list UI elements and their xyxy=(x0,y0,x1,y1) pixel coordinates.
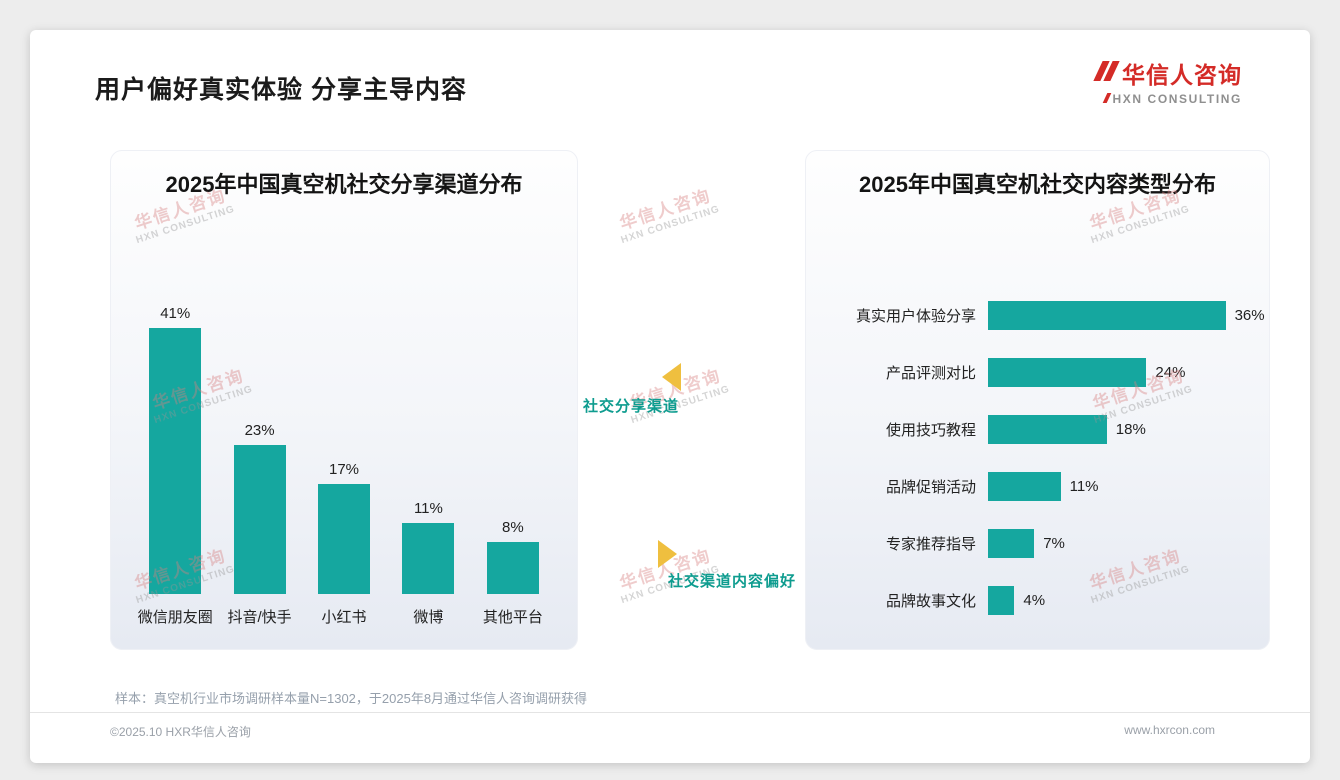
bar-group: 11% xyxy=(386,499,470,594)
bar xyxy=(318,483,371,594)
arrow-right-icon xyxy=(658,540,677,568)
bar-group: 17% xyxy=(302,460,386,594)
middle-label-channels: 社交分享渠道 xyxy=(583,398,680,415)
bar-category-label: 微博 xyxy=(413,609,444,626)
hbar-row: 品牌故事文化 4% xyxy=(806,572,1269,629)
sample-footnote: 样本：真空机行业市场调研样本量N=1302，于2025年8月通过华信人咨询调研获… xyxy=(115,691,588,706)
hbar-category-label: 使用技巧教程 xyxy=(885,422,976,439)
slide-card: 用户偏好真实体验 分享主导内容 华信人咨询 HXN CONSULTING 华信人… xyxy=(30,30,1310,763)
hbar-category-label: 专家推荐指导 xyxy=(885,536,976,553)
bar-value-label: 11% xyxy=(413,499,443,517)
right-chart-title: 2025年中国真空机社交内容类型分布 xyxy=(859,172,1216,197)
hbar xyxy=(988,358,1147,387)
hbar-value-label: 18% xyxy=(1115,421,1146,438)
vchart-bars: 41% 23% 17% 11% 8% xyxy=(133,304,555,594)
bar xyxy=(486,542,539,594)
arrow-left-icon xyxy=(662,363,681,391)
bar-category-label: 微信朋友圈 xyxy=(137,609,213,626)
hbar-category-label: 真实用户体验分享 xyxy=(855,308,976,325)
left-chart-panel: 2025年中国真空机社交分享渠道分布 41% 23% 17% 11% 8% 微信朋友圈抖… xyxy=(110,150,578,650)
bar-group: 41% xyxy=(133,304,217,594)
logo-mark-small-icon xyxy=(1103,93,1112,103)
footer-copyright: ©2025.10 HXR华信人咨询 xyxy=(110,725,251,739)
hbar xyxy=(988,301,1226,330)
footer-divider xyxy=(30,712,1310,713)
hbar-row: 真实用户体验分享 36% xyxy=(806,287,1269,344)
hbar-row: 产品评测对比 24% xyxy=(806,344,1269,401)
logo-name-cn: 华信人咨询 xyxy=(1122,62,1242,88)
logo-top: 华信人咨询 xyxy=(1093,56,1242,90)
page-title: 用户偏好真实体验 分享主导内容 xyxy=(95,76,467,104)
hbar-row: 使用技巧教程 18% xyxy=(806,401,1269,458)
bar-category-label: 抖音/快手 xyxy=(227,609,292,626)
bar-value-label: 41% xyxy=(160,304,191,322)
logo-name-en: HXN CONSULTING xyxy=(1098,92,1242,106)
bar-value-label: 8% xyxy=(501,519,524,536)
hchart-rows: 真实用户体验分享 36% 产品评测对比 24% 使用技巧教程 18% 品牌促销活动 11% 专家… xyxy=(806,287,1269,629)
logo-mark-icon xyxy=(1093,60,1120,86)
watermark: 华信人咨询 HXN CONSULTING xyxy=(617,185,722,247)
hbar-row: 专家推荐指导 7% xyxy=(806,515,1269,572)
middle-label-content-preference: 社交渠道内容偏好 xyxy=(668,573,797,590)
bar xyxy=(402,522,455,594)
right-chart-panel: 2025年中国真空机社交内容类型分布 真实用户体验分享 36% 产品评测对比 24% 使… xyxy=(805,150,1270,650)
footer-website: www.hxrcon.com xyxy=(1124,723,1215,737)
hbar-row: 品牌促销活动 11% xyxy=(806,458,1269,515)
hbar-value-label: 36% xyxy=(1234,307,1265,324)
hbar xyxy=(988,415,1107,444)
bar-group: 23% xyxy=(217,421,301,594)
hbar-category-label: 产品评测对比 xyxy=(885,365,976,382)
hbar xyxy=(988,529,1035,558)
bar xyxy=(149,327,202,594)
hbar-category-label: 品牌故事文化 xyxy=(885,593,976,610)
bar-category-label: 小红书 xyxy=(321,609,367,626)
hbar-category-label: 品牌促销活动 xyxy=(885,479,976,496)
hbar xyxy=(988,472,1061,501)
bar-value-label: 23% xyxy=(244,421,275,439)
hbar xyxy=(988,586,1015,615)
hbar-value-label: 24% xyxy=(1155,364,1186,381)
bar xyxy=(233,444,286,594)
bar-group: 8% xyxy=(471,519,555,594)
hbar-value-label: 7% xyxy=(1043,535,1065,552)
logo: 华信人咨询 HXN CONSULTING xyxy=(1093,56,1242,106)
vchart-cats: 微信朋友圈 抖音/快手 小红书 微博 其他平台 xyxy=(133,606,555,627)
bar-value-label: 17% xyxy=(329,460,360,478)
bar-category-label: 其他平台 xyxy=(482,609,543,626)
hbar-value-label: 4% xyxy=(1023,592,1046,609)
hbar-value-label: 11% xyxy=(1069,478,1099,495)
left-chart-title: 2025年中国真空机社交分享渠道分布 xyxy=(165,172,523,197)
